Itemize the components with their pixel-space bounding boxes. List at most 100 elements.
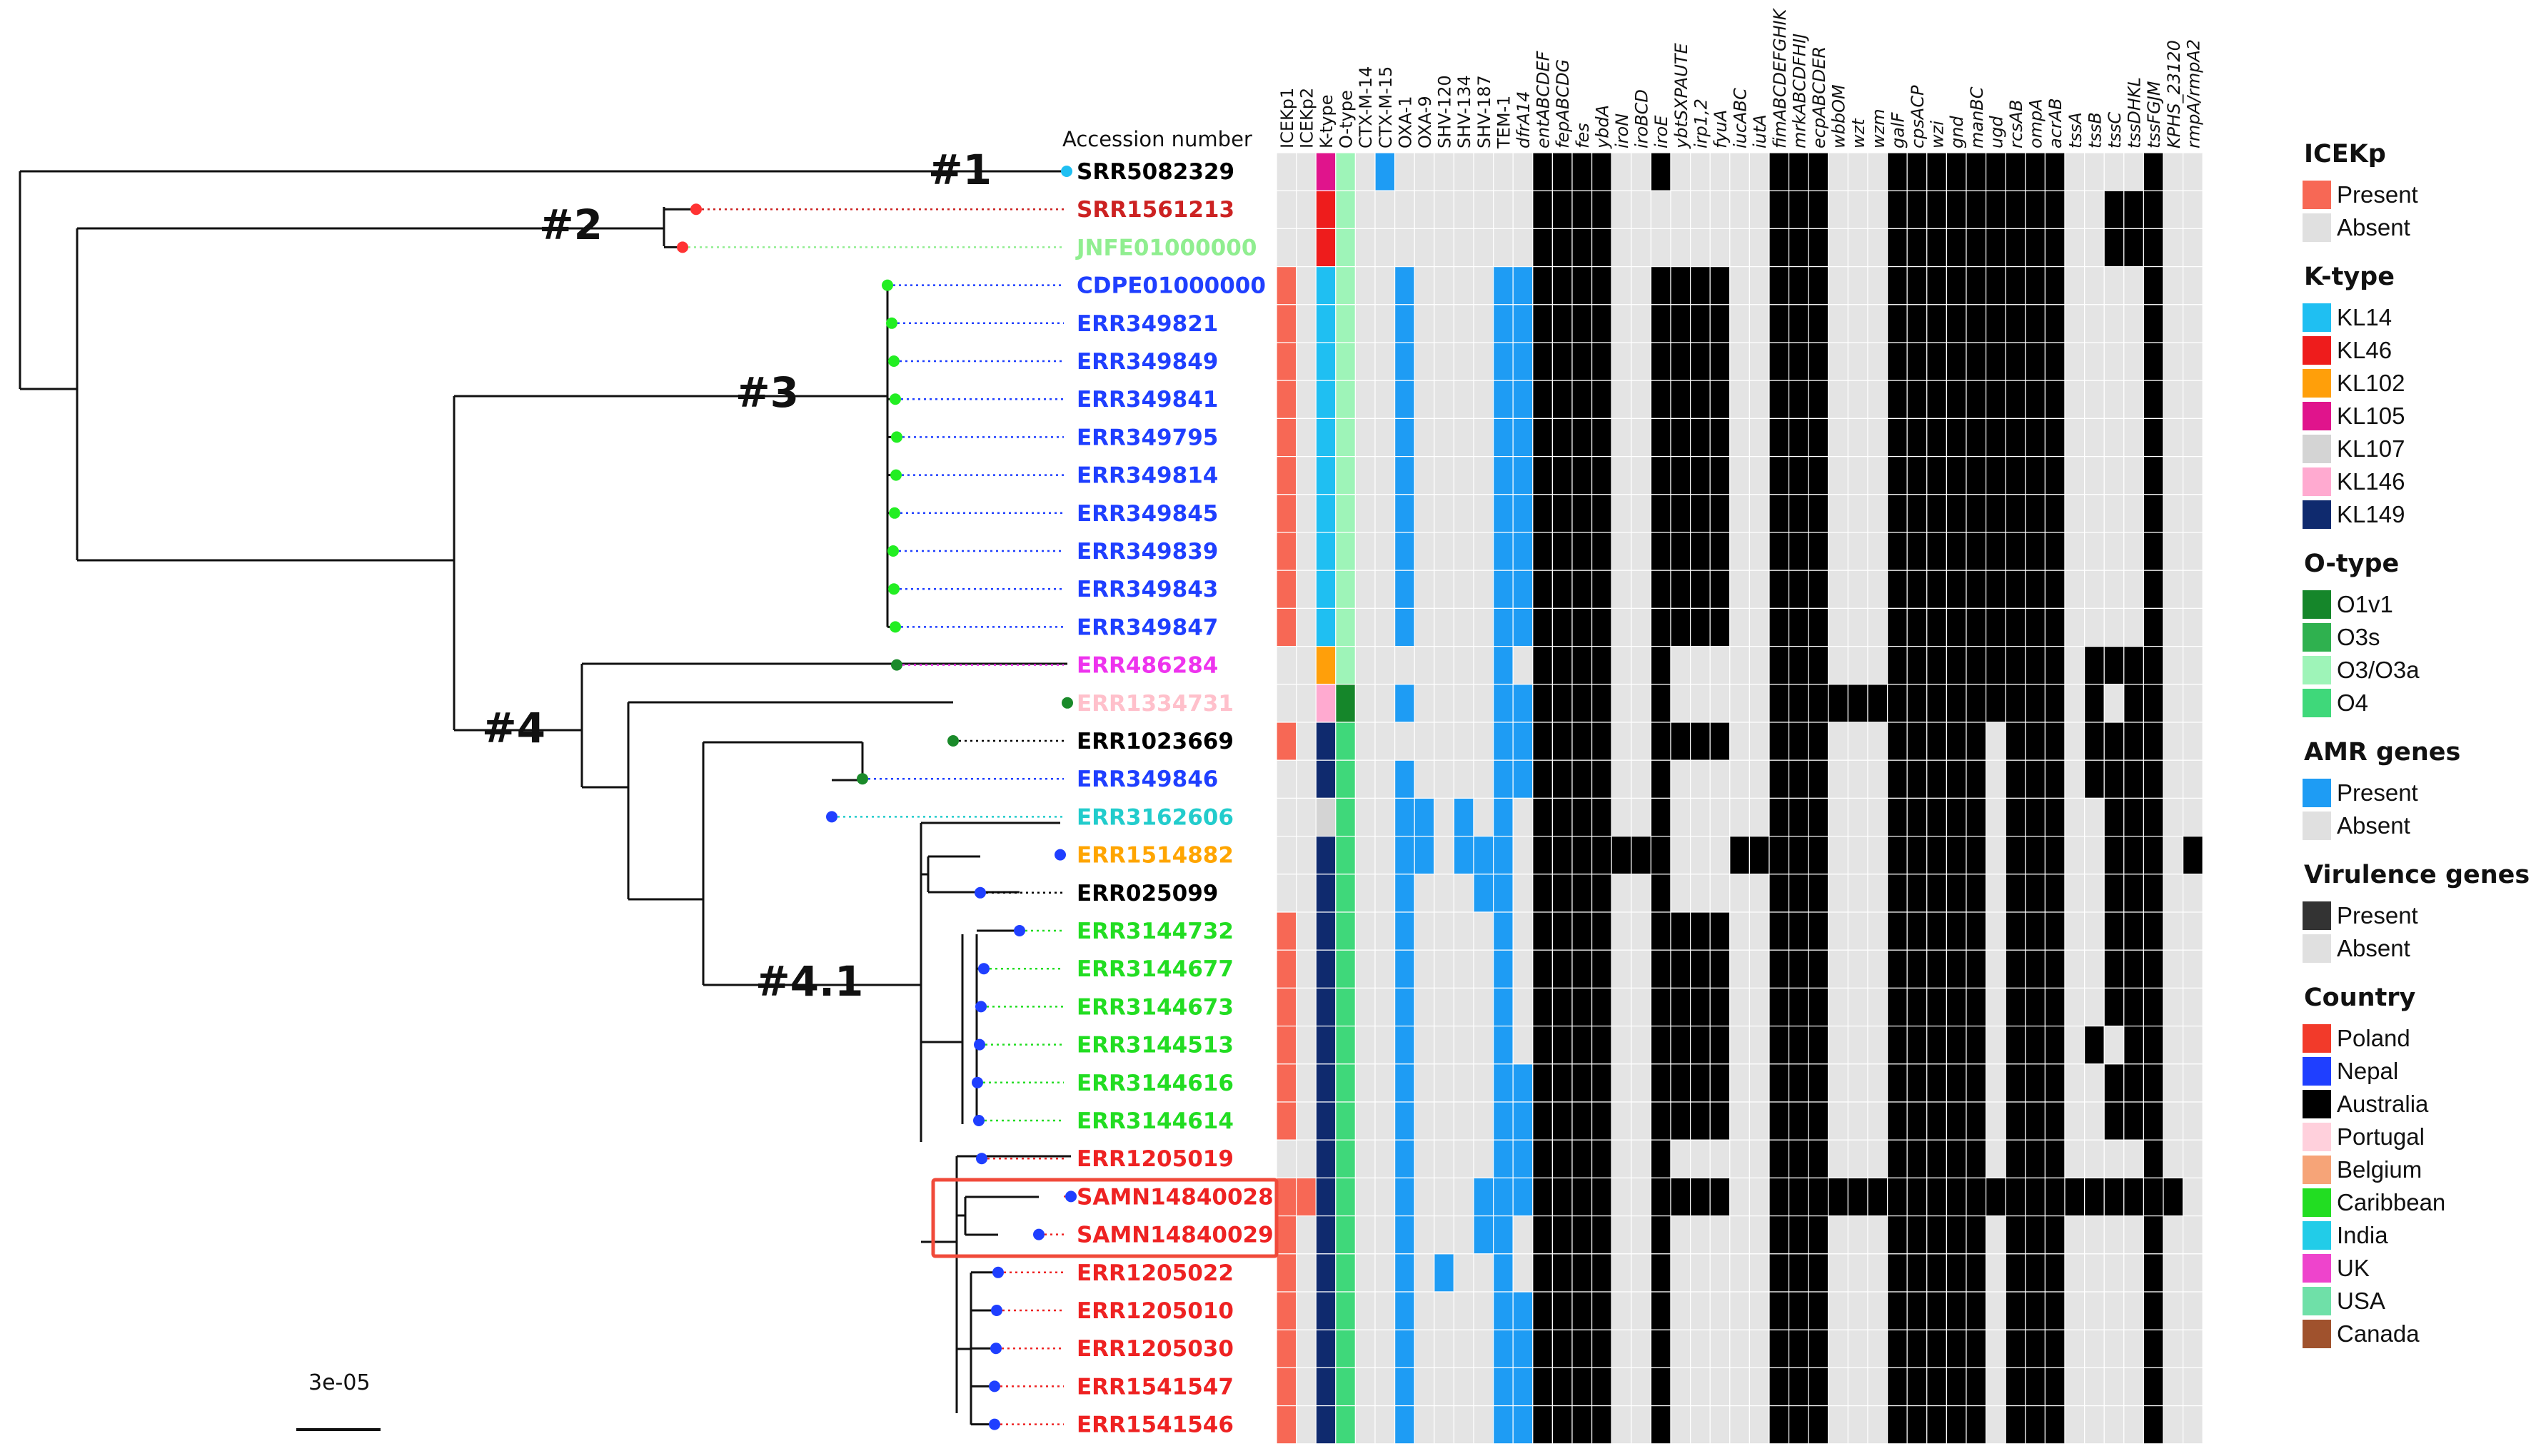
heatmap-cell — [1295, 1063, 1317, 1103]
heatmap-cell — [1906, 190, 1928, 230]
heatmap-cell — [1670, 1253, 1691, 1293]
heatmap-cell — [1887, 380, 1908, 420]
heatmap-cell — [2044, 759, 2065, 799]
heatmap-cell — [1571, 1063, 1593, 1103]
heatmap-cell — [1670, 1405, 1691, 1445]
heatmap-cell — [1414, 1367, 1435, 1407]
heatmap-cell — [1946, 304, 1967, 343]
heatmap-cell — [1847, 1329, 1868, 1368]
legend-label: Absent — [2337, 812, 2410, 839]
heatmap-cell — [2183, 304, 2203, 343]
heatmap-cell — [2084, 722, 2105, 761]
heatmap-cell — [2084, 1101, 2105, 1141]
heatmap-cell — [1887, 1177, 1908, 1217]
heatmap-cell — [1788, 1253, 1809, 1293]
heatmap-cell — [1729, 684, 1751, 723]
heatmap-cell — [1611, 455, 1632, 495]
heatmap-cell — [2183, 266, 2203, 305]
heatmap-cell — [1571, 1329, 1593, 1368]
heatmap-cell — [1631, 607, 1652, 647]
heatmap-cell — [2025, 190, 2046, 230]
heatmap-cell — [1512, 1177, 1534, 1217]
heatmap-cell — [1768, 380, 1790, 420]
accession-label: ERR3144513 — [1077, 1033, 1234, 1058]
heatmap-cell — [1394, 874, 1415, 913]
heatmap-cell — [1571, 304, 1593, 343]
heatmap-cell — [1847, 1367, 1868, 1407]
column-header: manBC — [1967, 86, 1987, 148]
heatmap-cell — [1473, 1139, 1494, 1178]
heatmap-cell — [1493, 266, 1514, 305]
heatmap-cell — [1335, 1367, 1357, 1407]
heatmap-cell — [1690, 1405, 1711, 1445]
heatmap-cell — [1768, 228, 1790, 268]
legend-item: O3/O3a — [2303, 654, 2538, 687]
heatmap-cell — [1709, 1025, 1731, 1065]
column-header: ICEKp2 — [1297, 88, 1317, 148]
heatmap-cell — [1828, 570, 1849, 610]
heatmap-cell — [1493, 342, 1514, 381]
heatmap-cell — [1434, 1177, 1455, 1217]
heatmap-cell — [1512, 455, 1534, 495]
heatmap-cell — [1847, 1253, 1868, 1293]
heatmap-cell — [2103, 380, 2125, 420]
heatmap-cell — [1591, 645, 1612, 685]
heatmap-cell — [1768, 455, 1790, 495]
heatmap-cell — [1729, 304, 1751, 343]
heatmap-cell — [1847, 949, 1868, 989]
heatmap-cell — [1414, 1177, 1435, 1217]
column-header: wzm — [1868, 108, 1888, 148]
heatmap-cell — [2183, 1253, 2203, 1293]
heatmap-cell — [2064, 380, 2085, 420]
heatmap-cell — [1611, 607, 1632, 647]
column-header: wzt — [1848, 118, 1868, 148]
heatmap-cell — [1532, 532, 1554, 571]
heatmap-cell — [1315, 1215, 1337, 1255]
heatmap-cell — [1631, 418, 1652, 457]
heatmap-cell — [1650, 1025, 1671, 1065]
heatmap-cell — [2183, 722, 2203, 761]
heatmap-cell — [1808, 722, 1829, 761]
heatmap-cell — [2084, 1329, 2105, 1368]
heatmap-cell — [1354, 1367, 1376, 1407]
heatmap-cell — [1414, 494, 1435, 533]
heatmap-cell — [1374, 418, 1396, 457]
accession-label: ERR1205019 — [1077, 1146, 1234, 1172]
heatmap-cell — [1631, 1367, 1652, 1407]
heatmap-cell — [1315, 1291, 1337, 1330]
heatmap-cell — [1374, 1101, 1396, 1141]
heatmap-cell — [2084, 380, 2105, 420]
legend-item: UK — [2303, 1252, 2538, 1285]
heatmap-cell — [1276, 1215, 1297, 1255]
heatmap-cell — [1512, 418, 1534, 457]
heatmap-cell — [1670, 949, 1691, 989]
heatmap-cell — [1354, 190, 1376, 230]
heatmap-cell — [1335, 911, 1357, 951]
tip-node — [882, 279, 893, 291]
heatmap-cell — [1650, 1139, 1671, 1178]
heatmap-cell — [1690, 722, 1711, 761]
heatmap-cell — [1374, 722, 1396, 761]
heatmap-cell — [1434, 835, 1455, 875]
legend-item: KL146 — [2303, 465, 2538, 498]
heatmap-cell — [1414, 455, 1435, 495]
heatmap-cell — [2163, 987, 2184, 1027]
heatmap-cell — [1828, 987, 1849, 1027]
heatmap-cell — [1354, 455, 1376, 495]
heatmap-cell — [2044, 1101, 2065, 1141]
heatmap-cell — [2143, 380, 2164, 420]
heatmap-cell — [1808, 1253, 1829, 1293]
heatmap-cell — [1828, 797, 1849, 837]
heatmap-cell — [2103, 532, 2125, 571]
heatmap-cell — [1946, 797, 1967, 837]
tip-node — [857, 773, 868, 785]
heatmap-cell — [1493, 1101, 1514, 1141]
heatmap-cell — [1453, 1253, 1474, 1293]
heatmap-cell — [1453, 1101, 1474, 1141]
heatmap-cell — [1611, 228, 1632, 268]
heatmap-cell — [1571, 266, 1593, 305]
heatmap-cell — [1887, 1215, 1908, 1255]
heatmap-cell — [1276, 722, 1297, 761]
heatmap-cell — [2005, 1215, 2026, 1255]
heatmap-cell — [1926, 304, 1948, 343]
